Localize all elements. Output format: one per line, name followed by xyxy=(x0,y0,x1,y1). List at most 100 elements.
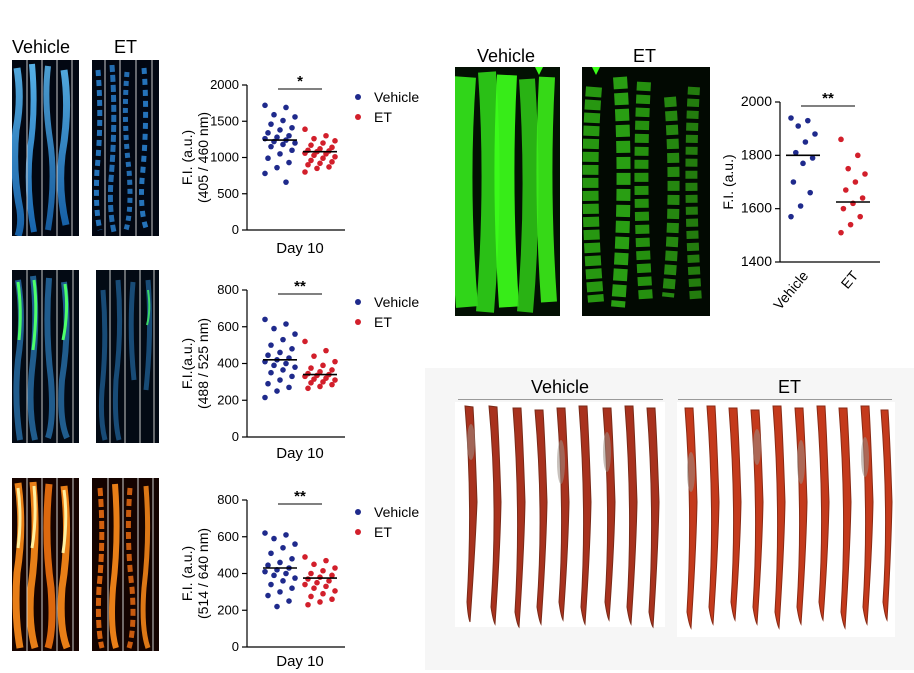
vehicle-data-point xyxy=(280,336,286,343)
vehicle-legend-label: Vehicle xyxy=(374,504,419,520)
chart-405-460: 0 500 1000 1500 2000 F.I. (a.u.) (405 / 460 nm… xyxy=(180,75,419,257)
x-tick-label: ET xyxy=(838,267,862,291)
et-data-point xyxy=(308,142,314,148)
et-data-point xyxy=(317,160,323,167)
vehicle-data-point xyxy=(807,189,813,196)
y-tick-label: 2000 xyxy=(210,77,239,92)
x-axis-label: Day 10 xyxy=(276,653,324,670)
green-blue-vehicle-image xyxy=(12,270,79,443)
vehicle-data-point xyxy=(805,117,811,124)
et-legend-label: ET xyxy=(374,314,392,330)
vehicle-data-point xyxy=(262,568,268,575)
vehicle-data-point xyxy=(277,127,283,133)
et-data-point xyxy=(305,576,311,582)
vehicle-data-point xyxy=(277,559,283,566)
vehicle-data-point xyxy=(274,603,280,610)
et-data-point xyxy=(326,578,332,584)
vehicle-data-point xyxy=(277,589,283,595)
vehicle-data-point xyxy=(812,131,818,137)
left-vehicle-header: Vehicle xyxy=(12,37,71,57)
et-data-point xyxy=(320,362,326,369)
y-tick-label: 400 xyxy=(217,566,239,581)
vehicle-legend-label: Vehicle xyxy=(374,89,419,105)
et-data-point xyxy=(329,596,335,603)
y-tick-label: 400 xyxy=(217,356,239,371)
vehicle-data-point xyxy=(283,532,289,538)
y-tick-label: 1600 xyxy=(741,200,772,216)
vehicle-data-point xyxy=(268,550,274,557)
et-data-point xyxy=(320,140,326,146)
vehicle-data-point xyxy=(283,570,289,577)
vehicle-data-point xyxy=(274,388,280,394)
et-data-point xyxy=(302,581,308,588)
y-tick-label: 800 xyxy=(217,282,239,297)
vehicle-data-point xyxy=(268,342,274,348)
vehicle-data-point xyxy=(283,104,289,111)
orange-vehicle-image xyxy=(12,478,79,651)
vehicle-data-point xyxy=(289,346,295,352)
blue-vehicle-image xyxy=(12,60,79,236)
vehicle-data-point xyxy=(788,115,794,121)
et-data-point xyxy=(320,590,326,597)
vehicle-data-point xyxy=(292,140,298,146)
vehicle-data-point xyxy=(271,362,277,369)
vehicle-data-point xyxy=(268,369,274,376)
et-data-point xyxy=(852,179,859,185)
vehicle-legend-marker xyxy=(355,94,361,100)
vehicle-data-point xyxy=(286,598,292,604)
et-data-point xyxy=(329,572,335,579)
vehicle-data-point xyxy=(274,134,280,140)
vehicle-data-point xyxy=(262,102,268,109)
significance-marker: ** xyxy=(294,490,306,505)
vehicle-data-point xyxy=(265,352,271,359)
vehicle-legend-label: Vehicle xyxy=(374,294,419,310)
vehicle-data-point xyxy=(277,151,283,157)
y-tick-label: 1000 xyxy=(210,150,239,165)
et-data-point xyxy=(305,385,311,392)
stain-vehicle-bracket xyxy=(458,399,663,400)
green-vehicle-header: Vehicle xyxy=(477,46,536,66)
y-tick-label: 200 xyxy=(217,392,239,407)
x-axis-label: Day 10 xyxy=(276,240,324,257)
vehicle-data-point xyxy=(289,585,295,591)
et-data-point xyxy=(317,383,323,390)
vehicle-data-point xyxy=(797,203,804,209)
et-data-point xyxy=(302,338,308,345)
vehicle-data-point xyxy=(274,164,280,171)
vehicle-data-point xyxy=(292,331,298,337)
et-data-point xyxy=(332,588,338,594)
et-data-point xyxy=(311,152,317,159)
et-data-point xyxy=(308,365,314,371)
et-data-point xyxy=(332,377,338,383)
et-data-point xyxy=(332,153,338,160)
vehicle-data-point xyxy=(809,155,816,161)
x-axis-label: Day 10 xyxy=(276,445,324,462)
vehicle-data-point xyxy=(262,394,268,401)
vehicle-data-point xyxy=(280,141,286,148)
vehicle-data-point xyxy=(280,367,286,373)
y-axis-label: F.I. (a.u.) xyxy=(180,546,195,601)
orange-et-image xyxy=(92,478,159,651)
significance-marker: * xyxy=(297,75,303,90)
et-data-point xyxy=(332,565,338,571)
vehicle-data-point xyxy=(280,544,286,551)
vehicle-data-point xyxy=(271,325,277,332)
y-axis-label-units: (488 / 525 nm) xyxy=(195,318,211,409)
et-data-point xyxy=(314,579,320,586)
chart-514-640: 0 200 400 600 800 F.I. (a.u.) (514 / 640 nm) **… xyxy=(180,490,419,670)
vehicle-data-point xyxy=(265,592,271,599)
vehicle-data-point xyxy=(790,179,797,185)
et-legend-marker xyxy=(355,114,361,120)
vehicle-data-point xyxy=(271,111,277,118)
et-data-point xyxy=(862,171,868,177)
et-data-point xyxy=(857,213,863,220)
blue-et-image xyxy=(92,60,159,236)
vehicle-data-point xyxy=(795,123,801,129)
significance-marker: ** xyxy=(822,90,834,107)
et-legend-marker xyxy=(355,529,361,535)
vehicle-data-point xyxy=(271,535,277,542)
y-tick-label: 600 xyxy=(217,319,239,334)
et-data-point xyxy=(323,347,329,354)
y-tick-label: 500 xyxy=(217,186,239,201)
y-axis-label: F.I. (a.u.) xyxy=(720,154,736,209)
